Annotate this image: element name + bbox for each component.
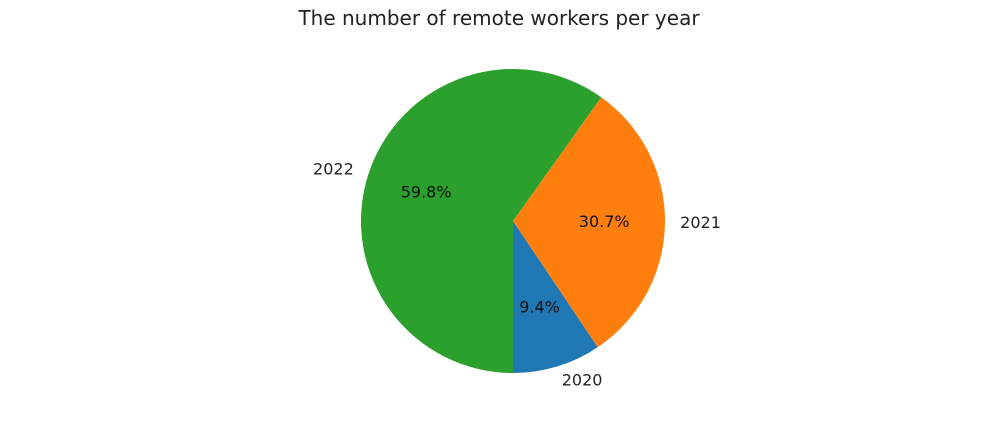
pie-percent-label-2020: 9.4% xyxy=(519,298,560,317)
pie-category-label-2021: 2021 xyxy=(680,213,721,232)
chart-title: The number of remote workers per year xyxy=(297,6,700,30)
pie-percent-label-2021: 30.7% xyxy=(579,212,630,231)
pie-slice-2021 xyxy=(513,97,665,348)
pie-slice-2020 xyxy=(513,221,598,373)
pie-slice-2022 xyxy=(360,68,602,374)
pie-slices xyxy=(360,68,665,374)
pie-category-label-2020: 2020 xyxy=(562,370,603,389)
pie-percent-label-2022: 59.8% xyxy=(401,183,452,202)
pie-labels: 2020 9.4% 2021 30.7% 2022 59.8% xyxy=(313,160,721,390)
pie-category-label-2022: 2022 xyxy=(313,160,354,179)
